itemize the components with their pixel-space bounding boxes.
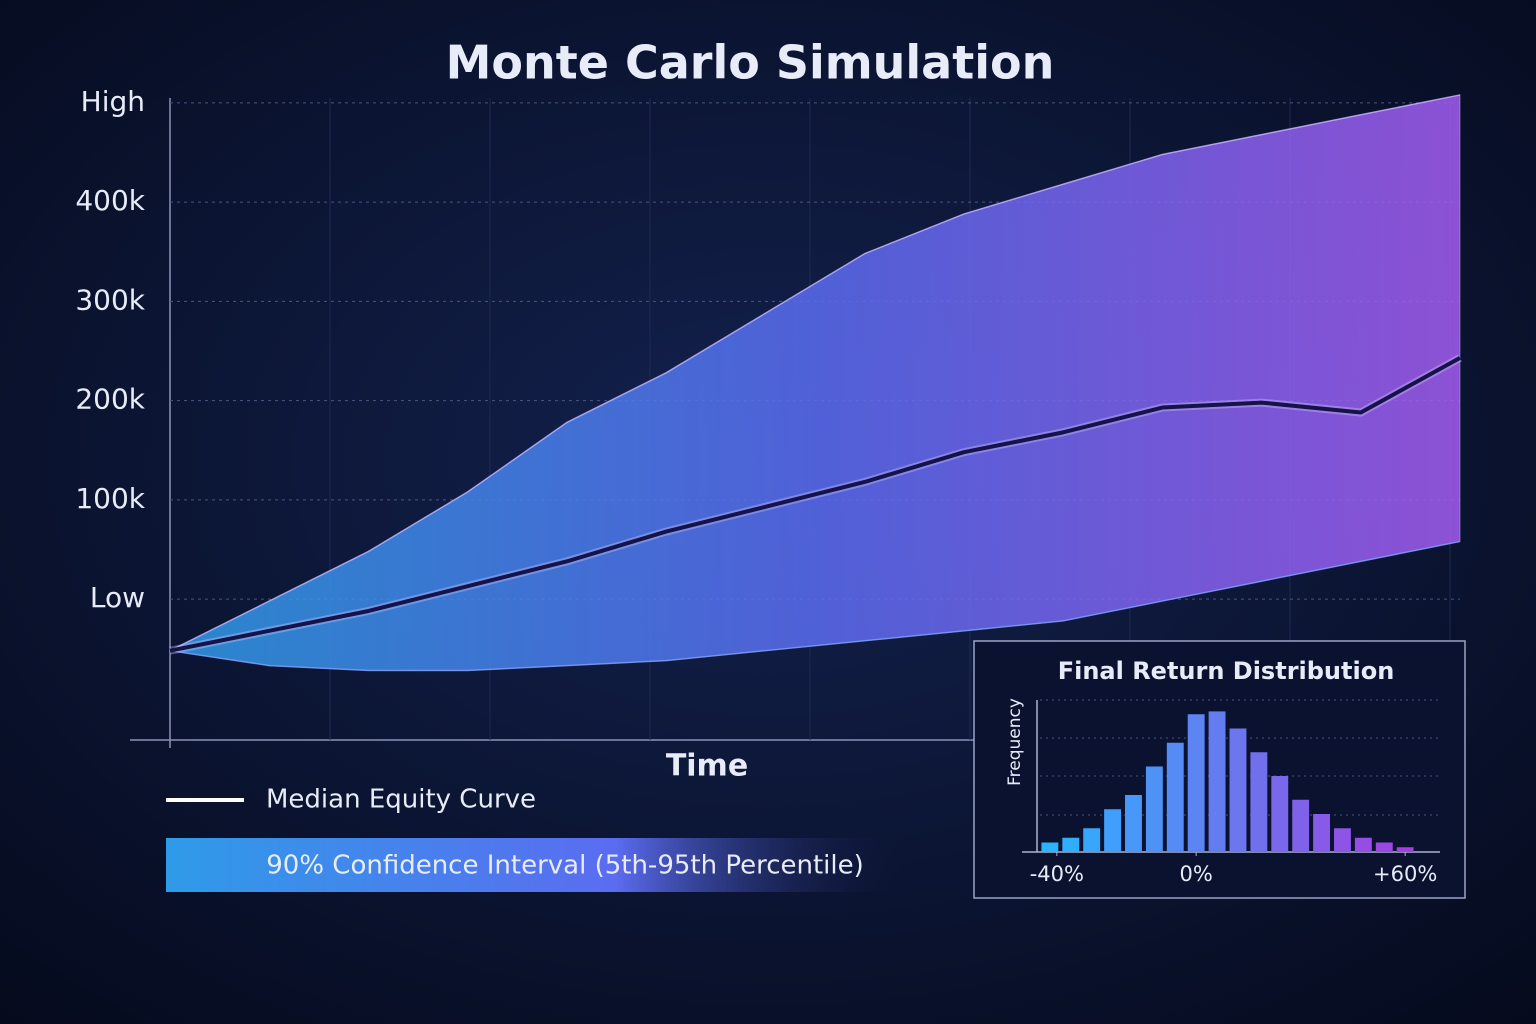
histogram-bar [1313, 814, 1331, 852]
x-axis-label: Time [666, 749, 748, 784]
chart-title: Monte Carlo Simulation [446, 36, 1055, 90]
histogram-bar [1229, 728, 1247, 852]
y-tick-label: High [81, 85, 145, 118]
y-tick-label: 300k [75, 283, 145, 316]
median-line [169, 356, 1461, 653]
histogram-bar [1187, 714, 1205, 852]
histogram-bar [1271, 776, 1289, 852]
histogram-bar [1083, 828, 1101, 852]
histogram-bar [1250, 752, 1268, 852]
inset-y-label: Frequency [1005, 698, 1025, 786]
histogram-bar [1062, 837, 1080, 852]
band-upper [169, 94, 1461, 652]
histogram-bar [1166, 742, 1184, 852]
y-tick-label: Low [90, 581, 145, 614]
histogram-bar [1334, 828, 1351, 852]
inset-plot: -40% 0% +60% [1030, 711, 1437, 886]
histogram-bar [1041, 842, 1059, 852]
histogram-bar [1208, 711, 1226, 852]
y-tick-label: 200k [75, 383, 145, 416]
x-tick-label: -40% [1030, 862, 1084, 886]
histogram-bar [1375, 842, 1393, 852]
histogram-bar [1396, 847, 1414, 852]
x-tick-label: 0% [1180, 862, 1213, 886]
legend-label: Median Equity Curve [266, 785, 536, 815]
y-tick-label: 100k [75, 482, 145, 515]
histogram-bar [1354, 837, 1372, 852]
y-tick-label: 400k [75, 184, 145, 217]
histogram-bar [1125, 795, 1142, 852]
histogram-bar [1292, 799, 1310, 852]
legend-band [166, 838, 916, 892]
legend-label: 90% Confidence Interval (5th-95th Percen… [266, 851, 864, 881]
band-lower [169, 540, 1461, 672]
histogram-bar [1104, 809, 1122, 852]
plot: Low 100k 200k 300k 400k High [75, 85, 1462, 740]
histogram-bar [1145, 766, 1163, 852]
x-tick-label: +60% [1373, 862, 1437, 886]
inset-title: Final Return Distribution [1058, 657, 1395, 685]
